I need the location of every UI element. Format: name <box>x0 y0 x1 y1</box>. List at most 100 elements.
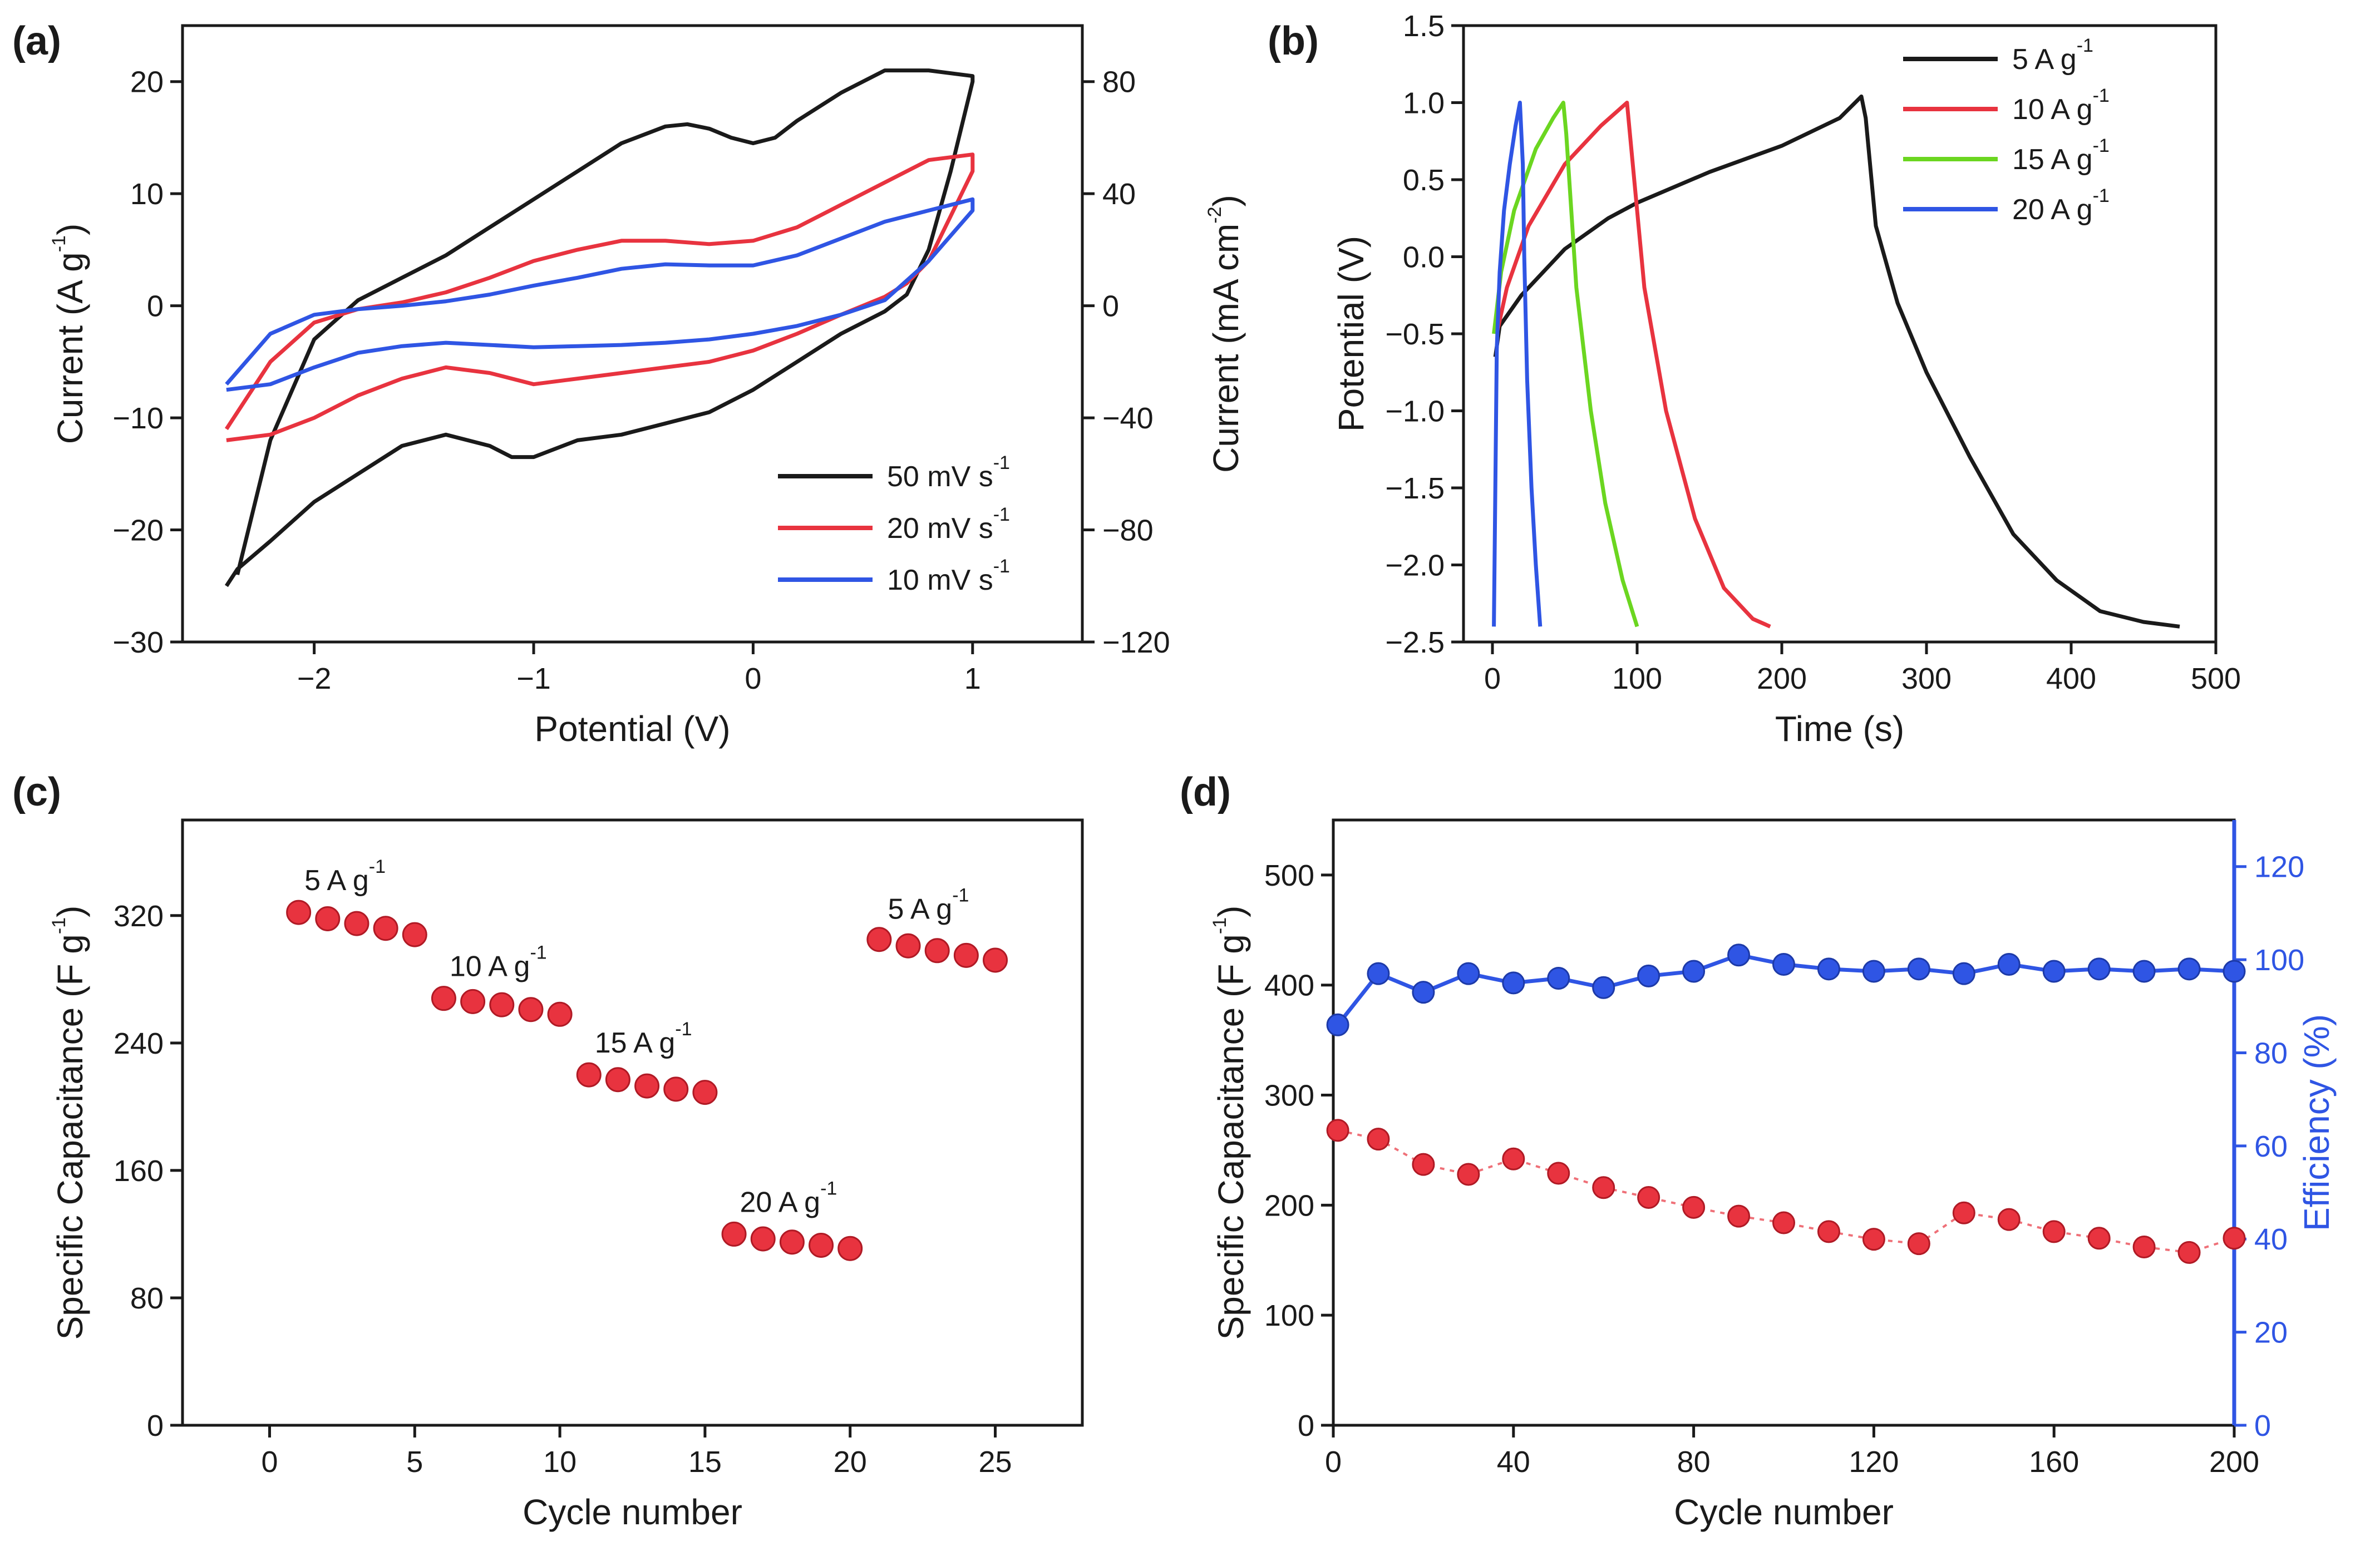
x-tick-label: 1 <box>964 662 981 695</box>
y-tick-label-text: 0 <box>147 290 164 323</box>
x-tick-label-text: 25 <box>978 1445 1012 1479</box>
legend-label: 50 mV s-1 <box>887 452 1010 493</box>
y-axis-label: Specific Capacitance (F g-1) <box>1209 906 1251 1340</box>
panel-label-text: (d) <box>1180 770 1231 814</box>
y2-axis-label-end: ) <box>1206 195 1246 206</box>
y2-tick-label-text: −120 <box>1102 626 1170 659</box>
capacitance-point <box>1367 1128 1390 1151</box>
y-tick-label-text: 10 <box>130 177 164 211</box>
capacitance-point <box>1326 1119 1349 1142</box>
data-point <box>547 1001 573 1027</box>
capacitance-point <box>1682 1196 1706 1219</box>
y2-tick-label-text: 40 <box>2254 1223 2288 1256</box>
y-tick-label: 240 <box>114 1027 164 1060</box>
y-tick-label-text: −20 <box>112 514 164 547</box>
x-tick-label: 20 <box>834 1445 867 1479</box>
capacitance-point <box>1502 1147 1525 1170</box>
x-tick-label: 40 <box>1497 1445 1530 1479</box>
x-tick-label-text: 0 <box>261 1445 278 1479</box>
x-tick-label-text: 15 <box>688 1445 722 1479</box>
y-tick-label-text: 200 <box>1264 1189 1314 1222</box>
y-axis-label-end: ) <box>50 224 90 235</box>
x-tick-label: 5 <box>406 1445 423 1479</box>
x-tick-label-text: −2 <box>297 662 332 695</box>
efficiency-point <box>2177 957 2201 981</box>
rate-annotation-text: 15 A g <box>595 1027 676 1059</box>
y2-axis-label-sup: -2 <box>1204 207 1225 224</box>
y-tick-label-text: 100 <box>1264 1299 1314 1332</box>
y-tick-label: 20 <box>130 66 164 99</box>
y2-tick-label: 0 <box>2254 1409 2271 1443</box>
y2-tick-label: 120 <box>2254 851 2304 884</box>
efficiency-point <box>1997 952 2021 976</box>
legend-label: 10 A g-1 <box>2012 85 2110 126</box>
data-point <box>460 989 486 1014</box>
x-axis-label-text: Time (s) <box>1775 709 1904 749</box>
y-tick-label: −1.0 <box>1385 395 1445 428</box>
x-tick-label-text: 120 <box>1849 1445 1899 1479</box>
x-tick-label-text: 500 <box>2191 662 2241 695</box>
capacitance-point <box>1817 1220 1840 1243</box>
data-point <box>605 1067 630 1093</box>
efficiency-point <box>2087 957 2111 981</box>
legend-label-text: 15 A g <box>2012 144 2093 176</box>
x-tick-label-text: 10 <box>543 1445 576 1479</box>
capacitance-point <box>1592 1176 1615 1199</box>
rate-annotation-text: 10 A g <box>450 951 530 983</box>
rate-annotation-sup: -1 <box>675 1019 692 1040</box>
x-tick-label: 80 <box>1677 1445 1711 1479</box>
x-axis-label-text: Potential (V) <box>534 709 730 749</box>
y-tick-label: 0.5 <box>1403 164 1445 197</box>
x-tick-label: 0 <box>261 1445 278 1479</box>
x-tick-label: 0 <box>1325 1445 1342 1479</box>
series-line-2 <box>1492 101 1639 628</box>
efficiency-point <box>1727 943 1751 967</box>
y-tick-label-text: 1.5 <box>1403 9 1445 43</box>
rate-annotation: 10 A g-1 <box>450 942 547 983</box>
rate-annotation-text: 5 A g <box>304 865 369 897</box>
y-tick-label: 160 <box>114 1154 164 1188</box>
capacitance-point <box>1952 1201 1975 1224</box>
y-tick-label-text: 0 <box>147 1409 164 1443</box>
data-point <box>315 906 341 932</box>
y-axis-label-sup: -1 <box>1209 917 1230 934</box>
efficiency-point <box>1907 957 1930 981</box>
x-axis-label: Potential (V) <box>534 709 730 749</box>
efficiency-point <box>1682 960 1706 983</box>
capacitance-point <box>1457 1163 1480 1186</box>
y2-tick-label: 0 <box>1102 290 1119 323</box>
x-tick-label: 500 <box>2191 662 2241 695</box>
data-point <box>779 1229 805 1255</box>
y2-tick-label-text: 0 <box>2254 1409 2271 1443</box>
y-tick-label-text: 1.0 <box>1403 87 1445 120</box>
panel-label-text: (a) <box>12 19 61 63</box>
y2-tick-label-text: −40 <box>1102 402 1154 435</box>
efficiency-point <box>2042 960 2066 983</box>
y-tick-label-text: −1.0 <box>1385 395 1445 428</box>
y2-tick-label-text: 60 <box>2254 1130 2288 1163</box>
capacitance-point <box>1772 1211 1795 1234</box>
y-tick-label: 10 <box>130 177 164 211</box>
y-tick-label: 0 <box>1298 1409 1314 1443</box>
efficiency-point <box>1817 957 1840 981</box>
y-tick-label: 500 <box>1264 859 1314 892</box>
rate-annotation: 15 A g-1 <box>595 1019 692 1059</box>
efficiency-point <box>1952 962 1975 985</box>
y-tick-label: −20 <box>112 514 164 547</box>
data-point <box>402 922 427 947</box>
x-axis-label: Cycle number <box>1674 1492 1894 1532</box>
data-point <box>344 911 369 936</box>
y-axis-label-text: Potential (V) <box>1331 236 1371 432</box>
x-tick-label: 160 <box>2029 1445 2079 1479</box>
capacitance-point <box>1862 1228 1885 1251</box>
x-tick-label-text: 100 <box>1612 662 1662 695</box>
y-axis-label-text: Current (A g <box>50 252 90 444</box>
panel-label: (d) <box>1180 770 1231 814</box>
y2-tick-label-text: 20 <box>2254 1316 2288 1350</box>
x-axis-label-text: Cycle number <box>523 1492 742 1532</box>
capacitance-point <box>1997 1208 2021 1231</box>
y-axis-label-sup: -1 <box>48 235 70 252</box>
y-tick-label: 0.0 <box>1403 241 1445 274</box>
y2-tick-label: 80 <box>1102 66 1136 99</box>
x-tick-label: 25 <box>978 1445 1012 1479</box>
